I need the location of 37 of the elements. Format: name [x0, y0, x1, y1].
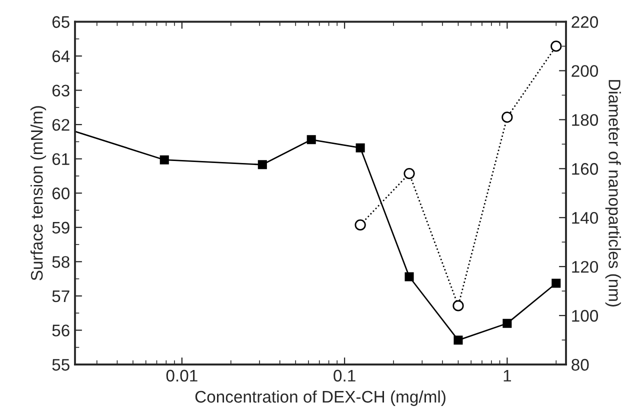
y-tick-label: 56 — [52, 324, 70, 336]
y2-tick-label: 100 — [572, 310, 598, 322]
y2-tick-label: 180 — [572, 114, 598, 126]
point — [502, 318, 512, 328]
y-tick-label: 65 — [52, 16, 70, 28]
y-axis-title: Surface tension (mN/m) — [30, 106, 46, 280]
point — [552, 278, 561, 288]
y2-tick-label: 160 — [572, 163, 598, 175]
x-tick-label: 0.1 — [334, 370, 356, 382]
point — [356, 143, 365, 152]
x-axis-title: Concentration of DEX-CH (mg/ml) — [195, 390, 446, 406]
point — [404, 272, 414, 282]
y2-tick-label: 120 — [572, 260, 598, 273]
y2-tick-label: 140 — [572, 212, 598, 224]
point — [452, 300, 464, 312]
point — [306, 135, 316, 144]
y-tick-label: 61 — [52, 153, 70, 166]
y-tick-label: 63 — [52, 84, 70, 96]
point — [502, 112, 513, 123]
point — [354, 219, 366, 230]
point — [404, 168, 415, 180]
point — [550, 40, 562, 52]
x-tick-label: 0.01 — [166, 370, 198, 382]
y-tick-label: 59 — [52, 222, 70, 234]
point — [258, 160, 267, 170]
y-tick-label: 55 — [52, 359, 70, 371]
y-tick-label: 57 — [52, 290, 70, 302]
y2-axis-title: Diameter of nanoparticles (nm) — [605, 80, 621, 306]
y2-tick-label: 200 — [572, 65, 598, 77]
y-tick-label: 64 — [52, 50, 70, 62]
y-tick-label: 60 — [52, 188, 70, 200]
y-tick-label: 58 — [52, 256, 70, 268]
point — [454, 336, 463, 345]
y2-tick-label: 220 — [572, 16, 598, 28]
y-tick-label: 62 — [52, 118, 70, 131]
x-tick-label: 1 — [504, 370, 511, 382]
y2-tick-label: 80 — [572, 358, 589, 371]
